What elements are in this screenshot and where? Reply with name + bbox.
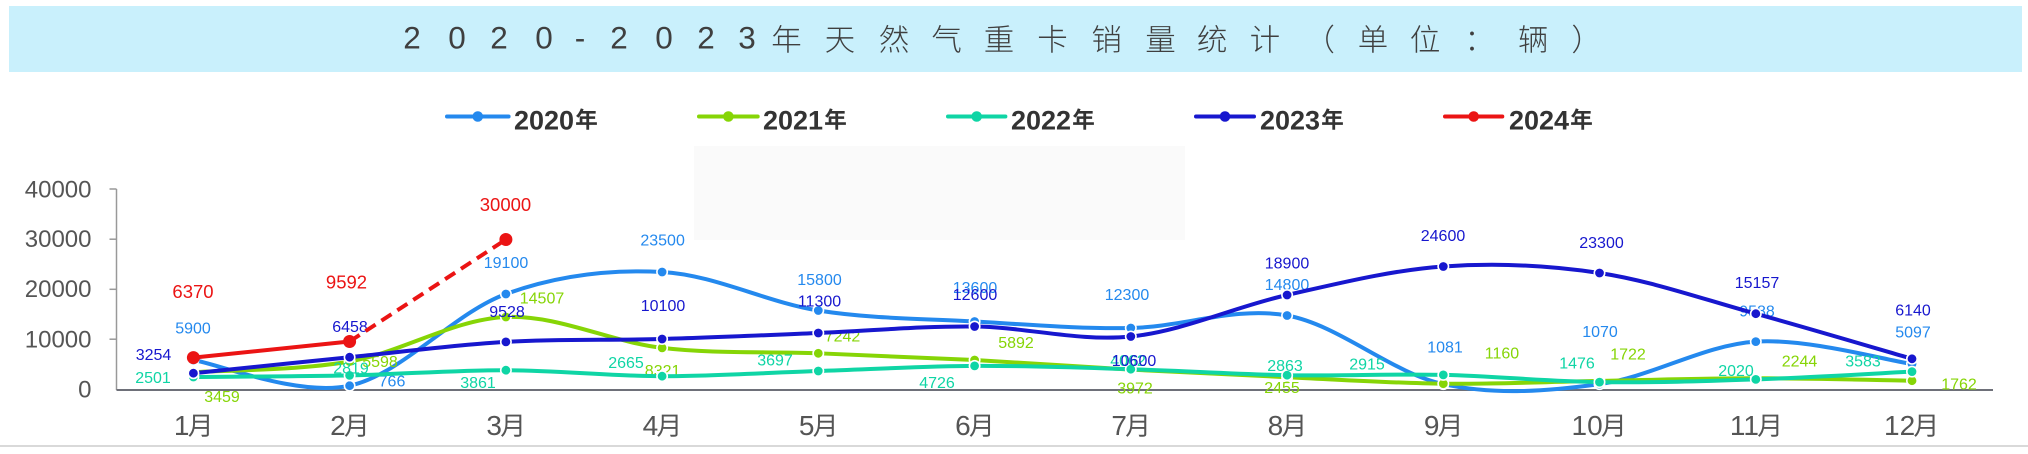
svg-text:5: 5 xyxy=(799,410,815,441)
svg-text:1081: 1081 xyxy=(1427,340,1463,357)
svg-text:2455: 2455 xyxy=(1264,380,1300,397)
svg-text:2915: 2915 xyxy=(1349,357,1385,374)
svg-text:40000: 40000 xyxy=(25,176,92,203)
svg-text:7: 7 xyxy=(1111,410,1127,441)
svg-text:2863: 2863 xyxy=(1267,358,1303,375)
svg-text:18900: 18900 xyxy=(1265,256,1310,273)
svg-text:0: 0 xyxy=(655,20,673,56)
svg-text:2021: 2021 xyxy=(763,106,823,136)
svg-text:5892: 5892 xyxy=(998,335,1034,352)
svg-text:11300: 11300 xyxy=(798,293,841,310)
svg-text:8: 8 xyxy=(1268,410,1284,441)
svg-text:5598: 5598 xyxy=(362,354,398,371)
svg-text:2: 2 xyxy=(610,20,628,56)
svg-text:2: 2 xyxy=(330,410,346,441)
svg-text:3459: 3459 xyxy=(204,389,240,406)
svg-text:19100: 19100 xyxy=(484,255,529,272)
svg-text:10600: 10600 xyxy=(1112,353,1157,370)
svg-text:23500: 23500 xyxy=(640,233,685,250)
svg-text:1762: 1762 xyxy=(1941,377,1977,394)
svg-text:5097: 5097 xyxy=(1895,325,1931,342)
svg-text:11: 11 xyxy=(1730,410,1759,441)
svg-text:2665: 2665 xyxy=(608,355,644,372)
svg-text:3697: 3697 xyxy=(757,353,793,370)
svg-text:3: 3 xyxy=(738,20,756,56)
svg-text:1070: 1070 xyxy=(1582,324,1618,341)
svg-text:12600: 12600 xyxy=(953,287,998,304)
svg-text:9528: 9528 xyxy=(489,304,525,321)
svg-text:13600: 13600 xyxy=(953,280,998,297)
svg-text:6370: 6370 xyxy=(172,281,213,302)
svg-text:23300: 23300 xyxy=(1579,235,1624,252)
svg-text:10000: 10000 xyxy=(25,327,92,354)
svg-text:4062: 4062 xyxy=(1110,353,1146,370)
svg-text:12300: 12300 xyxy=(1105,287,1150,304)
svg-text:10100: 10100 xyxy=(641,298,686,315)
svg-text:2023: 2023 xyxy=(1260,106,1320,136)
svg-text:0: 0 xyxy=(78,376,91,403)
svg-text:4: 4 xyxy=(643,410,659,441)
svg-text:1: 1 xyxy=(174,410,190,441)
svg-text:15157: 15157 xyxy=(1735,275,1780,292)
svg-text:9592: 9592 xyxy=(326,271,367,292)
svg-text:2: 2 xyxy=(403,20,421,56)
svg-text:9: 9 xyxy=(1424,410,1440,441)
svg-text:2501: 2501 xyxy=(135,370,171,387)
svg-text:2020: 2020 xyxy=(1718,363,1754,380)
svg-text:3: 3 xyxy=(486,410,502,441)
svg-text:2020: 2020 xyxy=(514,106,574,136)
svg-text:3861: 3861 xyxy=(460,375,496,392)
svg-text:4726: 4726 xyxy=(919,375,955,392)
svg-text:0: 0 xyxy=(448,20,466,56)
svg-text:6458: 6458 xyxy=(332,319,368,336)
svg-text:6140: 6140 xyxy=(1895,303,1931,320)
svg-text:14507: 14507 xyxy=(520,291,565,308)
svg-text:1476: 1476 xyxy=(1559,356,1595,373)
svg-text:15800: 15800 xyxy=(797,272,842,289)
svg-text:-: - xyxy=(575,20,586,56)
svg-text:12: 12 xyxy=(1884,410,1915,441)
svg-text:1160: 1160 xyxy=(1485,346,1520,363)
svg-text:14800: 14800 xyxy=(1265,277,1310,294)
svg-text:1722: 1722 xyxy=(1610,347,1646,364)
svg-text:2: 2 xyxy=(490,20,508,56)
svg-text:2: 2 xyxy=(697,20,715,56)
svg-text:3254: 3254 xyxy=(136,347,172,364)
svg-text:10: 10 xyxy=(1572,410,1603,441)
svg-text:30000: 30000 xyxy=(25,226,92,253)
svg-text:3583: 3583 xyxy=(1845,354,1881,371)
svg-text:0: 0 xyxy=(535,20,553,56)
svg-text:2022: 2022 xyxy=(1011,106,1071,136)
svg-text:3972: 3972 xyxy=(1117,381,1153,398)
svg-text:5900: 5900 xyxy=(175,321,211,338)
svg-text:2024: 2024 xyxy=(1509,106,1569,136)
svg-text:2244: 2244 xyxy=(1782,354,1818,371)
svg-text:30000: 30000 xyxy=(480,194,531,215)
svg-text:766: 766 xyxy=(379,374,406,391)
svg-text:20000: 20000 xyxy=(25,276,92,303)
svg-text:24600: 24600 xyxy=(1421,228,1466,245)
svg-text:2819: 2819 xyxy=(333,361,369,378)
svg-text:6: 6 xyxy=(955,410,971,441)
